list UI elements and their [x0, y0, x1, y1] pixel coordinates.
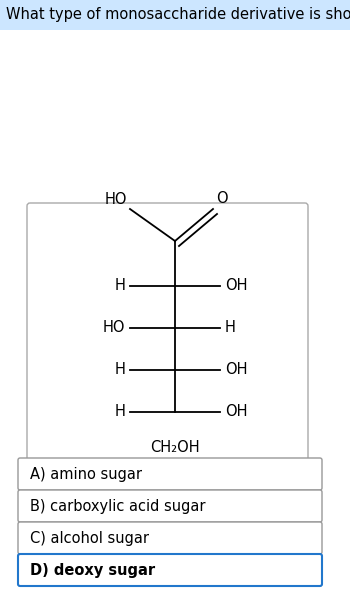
FancyBboxPatch shape [27, 203, 308, 474]
Text: D) deoxy sugar: D) deoxy sugar [30, 563, 155, 578]
Text: H: H [114, 278, 125, 293]
FancyBboxPatch shape [18, 522, 322, 554]
Text: OH: OH [225, 278, 247, 293]
Text: H: H [225, 321, 236, 336]
Text: C) alcohol sugar: C) alcohol sugar [30, 530, 149, 545]
Text: OH: OH [225, 405, 247, 420]
Text: H: H [114, 362, 125, 377]
Bar [0, 0, 350, 30]
Text: OH: OH [225, 362, 247, 377]
Text: HO: HO [103, 321, 125, 336]
FancyBboxPatch shape [18, 490, 322, 522]
FancyBboxPatch shape [18, 458, 322, 490]
Text: H: H [114, 405, 125, 420]
FancyBboxPatch shape [18, 554, 322, 586]
Text: CH₂OH: CH₂OH [150, 440, 200, 455]
Text: O: O [216, 191, 228, 206]
Text: HO: HO [105, 192, 127, 207]
Text: B) carboxylic acid sugar: B) carboxylic acid sugar [30, 498, 205, 514]
Text: What type of monosaccharide derivative is shown here?: What type of monosaccharide derivative i… [6, 8, 350, 23]
Text: A) amino sugar: A) amino sugar [30, 467, 142, 482]
